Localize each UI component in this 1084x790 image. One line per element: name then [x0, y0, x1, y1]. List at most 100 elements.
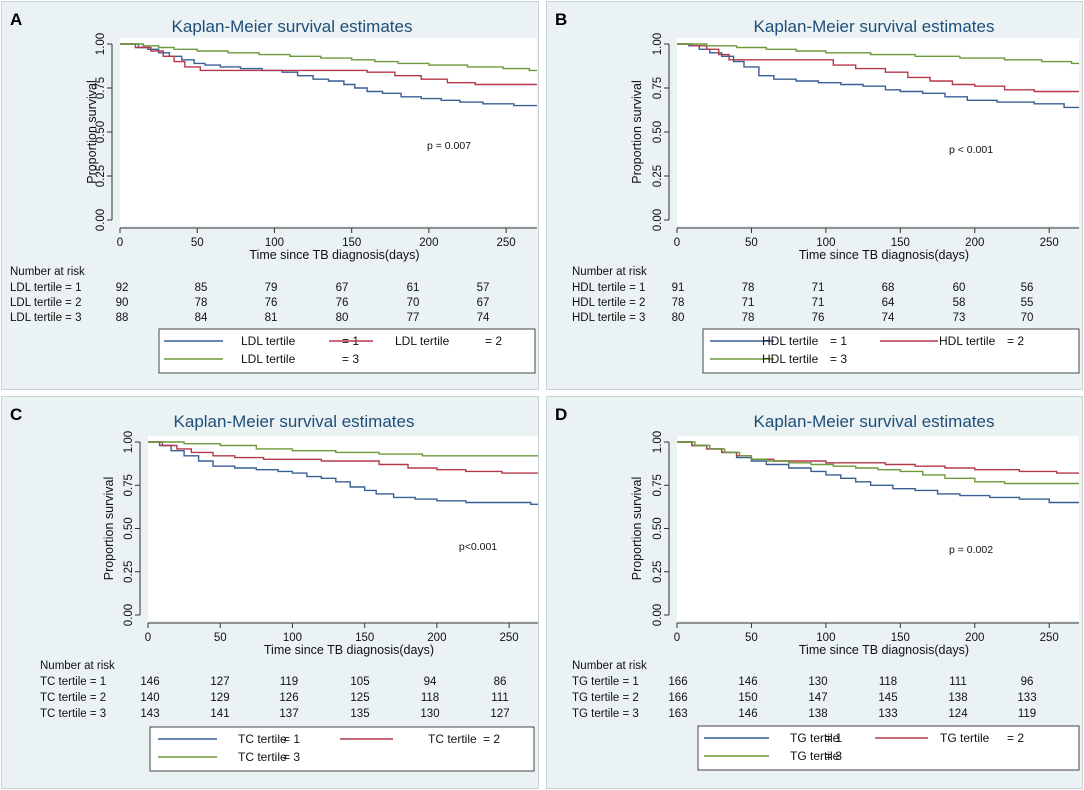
x-tick-label: 250 — [1040, 237, 1059, 249]
y-tick-label: 0.25 — [95, 165, 107, 187]
risk-row-label: LDL tertile = 3 — [10, 312, 82, 324]
x-tick-label: 150 — [891, 632, 910, 644]
risk-table-header: Number at risk — [572, 266, 647, 278]
x-tick-label: 150 — [355, 632, 374, 644]
risk-count: 147 — [808, 692, 827, 704]
chart-title: Kaplan-Meier survival estimates — [754, 17, 995, 36]
risk-count: 150 — [738, 692, 757, 704]
y-axis-label: Proportion survival — [630, 477, 644, 581]
y-tick-label: 0.25 — [652, 165, 664, 187]
legend-label: HDL tertile — [762, 352, 819, 366]
legend-level: = 1 — [283, 732, 300, 746]
y-tick-label: 0.50 — [123, 517, 135, 539]
plot-area — [677, 436, 1079, 621]
x-tick-label: 0 — [674, 237, 680, 249]
risk-count: 85 — [195, 282, 208, 294]
panel-d: D Kaplan-Meier survival estimates 0.00 0.2… — [546, 396, 1083, 789]
risk-count: 126 — [279, 692, 298, 704]
km-chart-a: Kaplan-Meier survival estimates 0.00 0.25 0… — [10, 17, 537, 374]
risk-count: 133 — [1017, 692, 1036, 704]
legend-label: HDL tertile — [939, 334, 996, 348]
risk-row-label: TC tertile = 1 — [40, 676, 106, 688]
risk-count: 64 — [882, 297, 895, 309]
x-tick-label: 100 — [816, 237, 835, 249]
y-tick-label: 0.00 — [95, 209, 107, 231]
risk-row-label: LDL tertile = 1 — [10, 282, 82, 294]
risk-count: 74 — [882, 312, 895, 324]
x-tick-label: 200 — [965, 632, 984, 644]
x-tick-label: 0 — [117, 237, 123, 249]
risk-count: 146 — [738, 676, 757, 688]
x-tick-label: 50 — [745, 237, 758, 249]
risk-count: 76 — [812, 312, 825, 324]
risk-row-label: LDL tertile = 2 — [10, 297, 82, 309]
risk-count: 137 — [279, 708, 298, 720]
x-tick-label: 100 — [816, 632, 835, 644]
km-chart-b: Kaplan-Meier survival estimates 0.00 0.25 0… — [572, 17, 1080, 374]
risk-count: 127 — [490, 708, 509, 720]
y-axis-label: Proportion survival — [85, 80, 99, 184]
y-tick-label: 0.00 — [652, 604, 664, 626]
legend-label: TC tertile — [428, 732, 477, 746]
risk-count: 125 — [350, 692, 369, 704]
legend-level: = 3 — [825, 749, 842, 763]
y-tick-label: 0.00 — [652, 209, 664, 231]
risk-count: 74 — [477, 312, 490, 324]
risk-row-label: HDL tertile = 2 — [572, 297, 645, 309]
y-tick-label: 0.25 — [652, 561, 664, 583]
y-axis-label: Proportion survival — [630, 80, 644, 184]
risk-count: 146 — [738, 708, 757, 720]
y-tick-label: 1.00 — [652, 33, 664, 55]
survival-curve — [677, 441, 1079, 485]
chart-title: Kaplan-Meier survival estimates — [172, 17, 413, 36]
risk-count: 90 — [116, 297, 129, 309]
survival-curve — [148, 441, 538, 457]
y-tick-label: 0.50 — [652, 517, 664, 539]
risk-count: 81 — [265, 312, 278, 324]
panel-letter: C — [10, 405, 23, 424]
plot-area — [677, 38, 1079, 226]
y-tick-label: 0.50 — [95, 121, 107, 143]
risk-count: 76 — [336, 297, 349, 309]
risk-count: 166 — [668, 692, 687, 704]
x-tick-label: 250 — [1040, 632, 1059, 644]
risk-count: 105 — [350, 676, 369, 688]
risk-row-label: TC tertile = 3 — [40, 708, 106, 720]
risk-count: 71 — [812, 297, 825, 309]
x-tick-label: 0 — [145, 632, 151, 644]
legend-box — [149, 726, 535, 772]
legend-level: = 3 — [342, 352, 359, 366]
legend-label: HDL tertile — [762, 334, 819, 348]
legend-label: TC tertile — [238, 732, 287, 746]
risk-count: 80 — [336, 312, 349, 324]
panel-b: B Kaplan-Meier survival estimates 0.00 0.2… — [546, 1, 1083, 390]
risk-count: 73 — [953, 312, 966, 324]
x-axis-label: Time since TB diagnosis(days) — [249, 248, 419, 262]
x-tick-label: 200 — [965, 237, 984, 249]
survival-curve — [148, 441, 538, 505]
legend-label: TG tertile — [940, 731, 990, 745]
risk-count: 60 — [953, 282, 966, 294]
risk-count: 119 — [1018, 708, 1036, 720]
risk-count: 71 — [742, 297, 755, 309]
risk-count: 56 — [1021, 282, 1034, 294]
risk-count: 94 — [424, 676, 437, 688]
survival-curve — [148, 441, 538, 474]
plot-area — [148, 436, 538, 621]
legend-level: = 1 — [830, 334, 847, 348]
risk-count: 70 — [1021, 312, 1034, 324]
risk-count: 130 — [420, 708, 439, 720]
risk-row-label: HDL tertile = 1 — [572, 282, 645, 294]
panel-letter: D — [555, 405, 568, 424]
risk-count: 80 — [672, 312, 685, 324]
risk-count: 79 — [265, 282, 278, 294]
risk-count: 133 — [878, 708, 897, 720]
legend-label: TC tertile — [238, 750, 287, 764]
risk-count: 86 — [494, 676, 507, 688]
survival-curve — [677, 43, 1079, 109]
x-tick-label: 150 — [342, 237, 361, 249]
risk-table-header: Number at risk — [40, 660, 115, 672]
legend-level: = 2 — [1007, 334, 1024, 348]
risk-count: 78 — [742, 282, 755, 294]
risk-count: 146 — [140, 676, 159, 688]
